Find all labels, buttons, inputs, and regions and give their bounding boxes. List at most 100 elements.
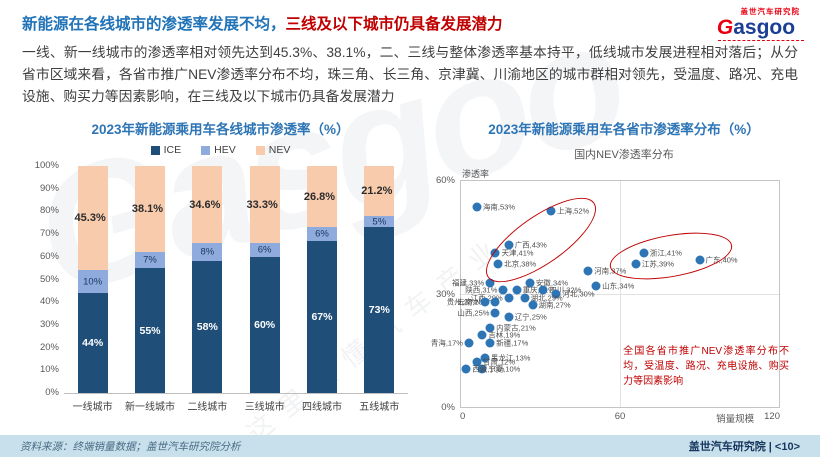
bar-column: 55% 7% 38.1% [121,166,178,393]
scatter-point-label: 新疆,17% [496,338,529,348]
bar-segment-hev: 6% [249,243,280,257]
scatter-point-宁夏 [477,364,487,374]
scatter-xlabel: 销量规模 [716,414,755,425]
bar-segment-hev: 10% [77,270,108,294]
bar-ytick: 60% [39,250,59,262]
bar-xtick-label: 三线城市 [244,402,285,413]
scatter-point-label: 西藏,10% [472,364,505,374]
bar-segment-label: 34.6% [189,198,221,211]
bar-segment-label: 5% [372,216,387,228]
scatter-xtick-60: 60 [614,411,626,422]
scatter-point-湖北 [520,293,530,303]
bar-chart-title: 2023年新能源乘用车各线城市渗透率（%） [91,122,350,137]
bar-stack: 67% 6% 26.8% [303,166,337,393]
scatter-point-湖南 [528,300,538,310]
bar-xtick-label: 二线城市 [187,402,228,413]
bar-xaxis-labels: 一线城市 新一线城市 二线城市 三线城市 四线城市 五线城市 [64,398,408,413]
bar-ytick: 50% [39,273,59,285]
scatter-point-北京 [493,259,503,269]
bar-segment-hev: 5% [364,215,395,228]
bar-ytick: 10% [39,364,59,376]
bar-segment-label: 55% [139,324,161,337]
bar-chart-legend: ICE HEV NEV [18,144,423,156]
scatter-point-青海 [464,338,474,348]
bar-ytick: 100% [34,160,59,171]
bar-segment-nev: 45.3% [75,166,108,271]
scatter-point-label: 上海,52% [557,206,590,216]
bar-segment-hev: 7% [134,252,165,269]
logo-rest: asgoo [733,16,796,39]
ice-swatch-icon [150,145,160,155]
scatter-plot-area: 渗透率 60% 30% 0% 全国各省市推广NEV渗透率分布不均，受温度、路况、… [431,169,789,425]
bar-segment-ice: 44% [77,293,108,393]
bar-column: 58% 8% 34.6% [179,166,236,393]
logo-g-icon: G [716,16,734,39]
scatter-point-江西 [504,293,514,303]
bar-segment-ice: 55% [134,268,165,393]
scatter-point-label: 浙江,41% [649,248,682,258]
scatter-point-label: 福建,33% [452,278,485,288]
bar-ytick: 80% [39,205,59,217]
scatter-point-河北 [551,289,561,299]
logo-wordmark: Gasgoo [708,17,804,38]
scatter-xtick-120: 120 [764,411,780,422]
scatter-point-吉林 [477,330,487,340]
legend-item-hev: HEV [201,144,236,156]
bar-segment-label: 7% [143,254,157,266]
bar-stack: 73% 5% 21.2% [361,166,395,393]
bar-column: 44% 10% 45.3% [64,166,121,393]
bar-xtick-label: 一线城市 [72,402,113,413]
scatter-point-label: 四川,32% [549,285,582,295]
scatter-point-label: 河南,37% [594,266,627,276]
bar-column: 60% 6% 33.3% [236,166,293,393]
scatter-ytick-30: 30% [435,289,455,300]
scatter-point-新疆 [485,338,495,348]
hev-swatch-icon [201,145,211,155]
scatter-point-辽宁 [504,312,514,322]
scatter-point-label: 青海,17% [430,338,463,348]
scatter-point-西藏 [461,364,471,374]
legend-item-ice: ICE [150,144,182,156]
bar-segment-label: 26.8% [303,190,336,203]
footer-page-number: 盖世汽车研究院 | <10> [688,441,800,453]
province-scatter-chart: 2023年新能源乘用车各省市渗透率分布（%） 国内NEV渗透率分布 渗透率 60… [428,118,820,425]
bar-segment-ice: 73% [364,227,395,393]
scatter-point-山东 [591,281,601,291]
scatter-ytick-0: 0% [441,402,455,413]
bar-segment-label: 8% [200,246,215,258]
bar-segment-label: 6% [257,244,272,256]
bar-segment-label: 60% [254,318,276,331]
scatter-point-甘肃 [472,357,482,367]
scatter-gridline-horizontal [461,294,779,295]
bar-column: 73% 5% 21.2% [351,166,408,393]
scatter-point-label: 天津,41% [501,248,534,258]
bar-stack: 58% 8% 34.6% [189,166,223,393]
city-tier-bar-chart: 2023年新能源乘用车各线城市渗透率（%） ICE HEV NEV 44% 10%… [18,118,423,413]
bar-column: 67% 6% 26.8% [293,166,350,393]
bar-ytick: 30% [39,318,59,330]
scatter-point-陕西 [498,285,508,295]
footer-bar: 资料来源：终端销量数据；盖世汽车研究院分析 盖世汽车研究院 | <10> [0,435,820,457]
nev-swatch-icon [255,145,265,155]
scatter-point-贵州 [480,297,490,307]
legend-label-hev: HEV [214,144,236,156]
scatter-inner-title: 国内NEV渗透率分布 [574,149,674,161]
bar-segment-nev: 21.2% [361,166,395,216]
scatter-point-广东 [695,255,704,265]
scatter-box: 全国各省市推广NEV渗透率分布不均，受温度、路况、充电设施、购买力等因素影响 海… [431,180,789,408]
bar-plot-area: 44% 10% 45.3% 55% 7% 38.1% 58% 8% 34.6% 60% 6% 33.3… [35,160,408,398]
scatter-point-重庆 [512,285,522,295]
scatter-point-label: 辽宁,25% [514,312,547,322]
bar-segment-label: 33.3% [246,198,278,211]
scatter-point-label: 河北,30% [562,289,595,299]
footer-source: 资料来源：终端销量数据；盖世汽车研究院分析 [20,440,241,453]
logo-divider [718,40,804,41]
bar-ytick: 40% [39,296,59,308]
bars: 44% 10% 45.3% 55% 7% 38.1% 58% 8% 34.6% 60% 6% 33.3… [64,166,408,393]
bar-segment-ice: 60% [249,256,280,393]
scatter-point-江苏 [631,259,641,269]
scatter-point-label: 广西,43% [514,240,547,250]
legend-label-ice: ICE [163,144,182,156]
bar-stack: 60% 6% 33.3% [246,166,280,393]
